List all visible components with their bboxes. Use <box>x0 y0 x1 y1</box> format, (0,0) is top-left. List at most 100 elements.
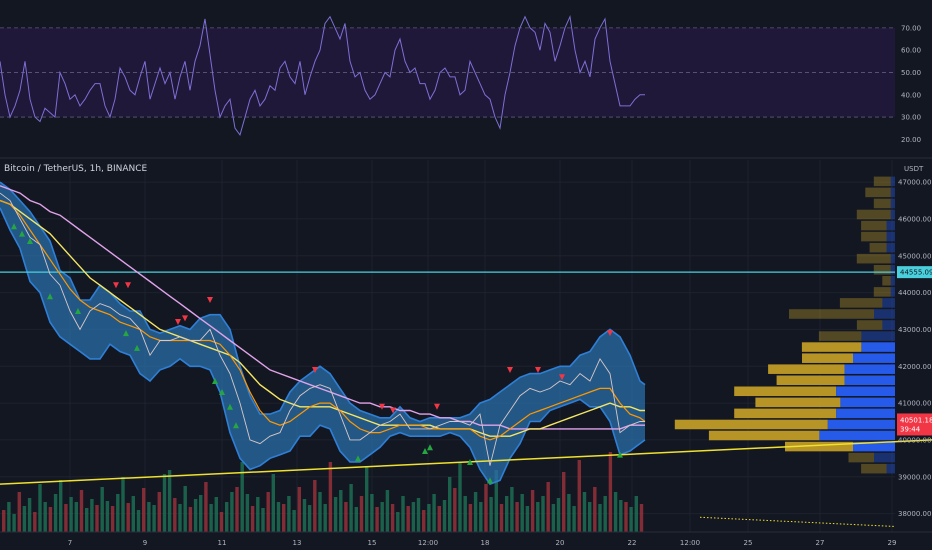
volume-bar <box>639 504 644 532</box>
volume-bar <box>69 497 73 532</box>
sell-signal <box>175 319 181 326</box>
sell-signal <box>559 374 565 381</box>
rsi-tick-label: 40.00 <box>901 91 921 99</box>
time-tick-label: 13 <box>293 539 302 547</box>
buy-signal <box>487 477 493 484</box>
volume-bar <box>302 499 307 532</box>
volume-profile-bar <box>873 287 891 297</box>
volume-bar <box>406 506 410 532</box>
volume-profile-bar <box>801 342 862 352</box>
volume-bar <box>297 487 301 532</box>
buy-signal <box>427 444 433 451</box>
sell-signal <box>113 282 119 289</box>
volume-profile-bar <box>768 364 845 374</box>
volume-profile-bar <box>886 231 895 242</box>
volume-bar <box>193 499 198 532</box>
support-label-bg <box>897 266 932 279</box>
volume-bar <box>562 472 566 532</box>
volume-bar <box>598 504 602 532</box>
buy-signal <box>123 330 129 337</box>
countdown-label: 39:44 <box>900 425 921 433</box>
volume-profile-bar <box>853 353 895 363</box>
volume-bar <box>634 496 638 532</box>
volume-bar <box>536 502 540 532</box>
volume-profile-bar <box>674 419 828 430</box>
volume-bar <box>173 498 177 532</box>
volume-profile-bar <box>890 265 895 275</box>
volume-bar <box>225 502 229 532</box>
volume-profile-bar <box>874 309 895 319</box>
time-tick-label: 11 <box>218 539 227 547</box>
volume-profile-bar <box>836 386 895 397</box>
volume-bar <box>463 496 467 532</box>
volume-bar <box>292 510 296 532</box>
volume-profile-bar <box>874 452 895 463</box>
volume-profile-bar <box>856 209 891 220</box>
volume-bar <box>468 504 473 532</box>
volume-bar <box>188 507 193 532</box>
buy-signal <box>212 377 218 384</box>
volume-bar <box>131 496 135 532</box>
volume-bar <box>442 500 447 532</box>
volume-bar <box>276 502 281 532</box>
volume-bar <box>318 492 322 532</box>
volume-bar <box>453 488 457 532</box>
volume-bar <box>619 500 623 532</box>
volume-bar <box>401 496 405 532</box>
volume-profile-bar <box>865 187 891 198</box>
volume-bar <box>22 506 27 532</box>
volume-bar <box>7 502 11 532</box>
price-tick-label: 39000.00 <box>898 473 931 481</box>
volume-bar <box>370 494 374 532</box>
volume-bar <box>427 504 431 532</box>
volume-bar <box>142 488 146 532</box>
volume-bar <box>240 462 244 532</box>
buy-signal <box>467 459 473 466</box>
volume-bar <box>2 510 6 532</box>
volume-bar <box>27 498 32 532</box>
ema-slow-line <box>0 199 645 437</box>
time-tick-label: 22 <box>628 539 637 547</box>
volume-bar <box>593 487 597 532</box>
volume-bar <box>510 487 514 532</box>
volume-bar <box>479 502 483 532</box>
volume-bar <box>230 492 234 532</box>
volume-profile-bar <box>734 408 837 419</box>
volume-bar <box>85 508 89 532</box>
volume-bar <box>603 496 607 532</box>
sell-signal <box>125 282 131 289</box>
volume-bar <box>489 497 493 532</box>
buy-signal <box>134 344 140 351</box>
volume-bar <box>432 494 436 532</box>
volume-profile-bar <box>882 320 895 330</box>
buy-signal <box>219 389 225 396</box>
buy-signal <box>47 293 53 300</box>
volume-bar <box>287 496 291 532</box>
price-tick-label: 41000.00 <box>898 400 931 408</box>
volume-bar <box>437 506 441 532</box>
buy-signal <box>617 451 623 458</box>
time-tick-label: 27 <box>816 539 825 547</box>
volume-bar <box>126 503 130 532</box>
volume-bar <box>90 499 94 532</box>
volume-profile-bar <box>890 176 895 187</box>
volume-bar <box>256 497 260 532</box>
volume-bar <box>313 480 317 532</box>
volume-profile-bar <box>708 430 820 441</box>
volume-profile-bar <box>886 220 895 231</box>
volume-bar <box>12 514 16 532</box>
time-tick-label: 25 <box>744 539 753 547</box>
volume-profile-bar <box>827 419 895 430</box>
last-price-bg <box>897 413 932 436</box>
volume-bar <box>33 512 37 532</box>
volume-bar <box>48 507 53 532</box>
time-tick-label: 7 <box>68 539 72 547</box>
volume-bar <box>79 490 84 532</box>
volume-profile-bar <box>886 463 895 474</box>
volume-bar <box>219 512 224 532</box>
volume-bar <box>520 494 524 532</box>
volume-bar <box>629 507 633 532</box>
price-tick-label: 46000.00 <box>898 215 931 223</box>
volume-bar <box>416 498 421 532</box>
